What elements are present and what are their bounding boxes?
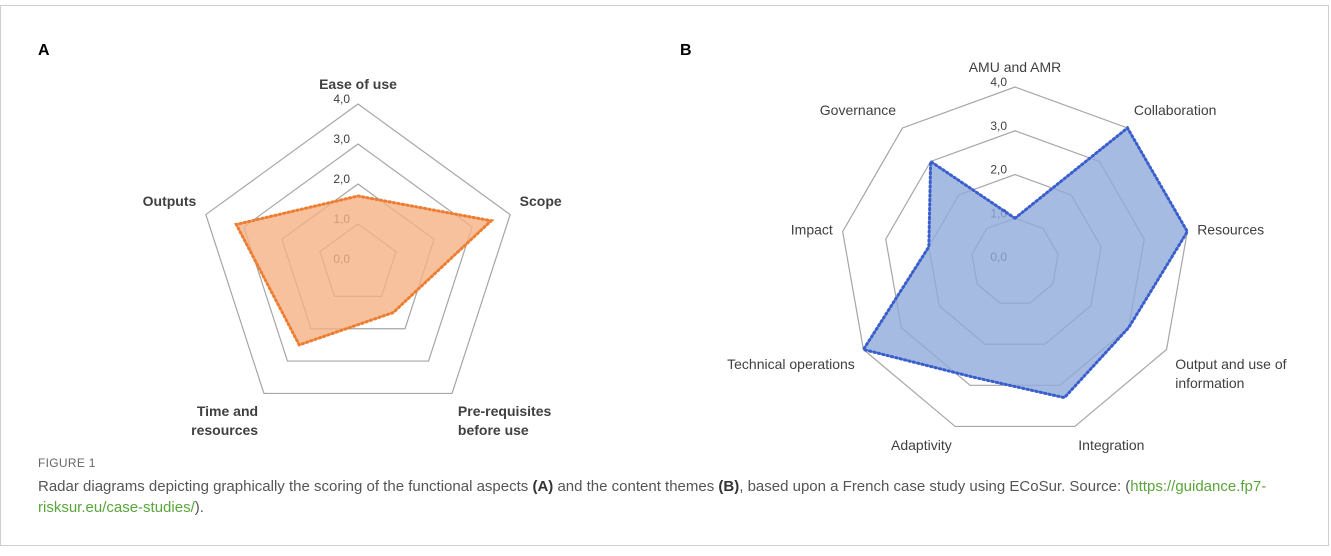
caption: Radar diagrams depicting graphically the… [38, 476, 1278, 518]
axis-label: Ease of use [319, 76, 397, 92]
caption-text: and the content themes [553, 478, 719, 495]
axis-label: Collaboration [1133, 102, 1217, 119]
tick-label: 3,0 [333, 132, 350, 146]
axis-label: Resources [1197, 221, 1265, 238]
panel-label: A [38, 42, 50, 59]
axis-label: Adaptivity [891, 436, 952, 453]
tick-label: 2,0 [990, 163, 1007, 177]
axis-label: Governance [819, 102, 897, 119]
panel-label: B [680, 42, 692, 59]
tick-label: 4,0 [333, 92, 350, 106]
frame [0, 5, 1329, 546]
caption-text: (B) [718, 478, 740, 495]
grid-ring [205, 103, 511, 395]
caption-text: Radar diagrams depicting graphically the… [38, 478, 533, 495]
axis-label: Impact [790, 221, 833, 238]
source-link[interactable]: https://guidance.fp7-risksur.eu/case-stu… [38, 478, 1267, 516]
data-area [861, 125, 1190, 400]
axis-label: Pre-requisites before use [457, 402, 552, 438]
axis-label: Output and use of information [1175, 355, 1287, 391]
tick-label: 3,0 [990, 119, 1007, 133]
caption-text: , based upon a French case study using E… [739, 478, 1131, 495]
axis-label: Outputs [142, 193, 197, 210]
axis-label: Scope [519, 193, 562, 210]
tick-label: 4,0 [990, 75, 1007, 89]
axis-label: Integration [1078, 436, 1145, 453]
caption-text: ). [194, 499, 204, 516]
caption-text: (A) [532, 478, 554, 495]
data-area [234, 194, 495, 347]
axis-label: Time and resources [191, 402, 259, 438]
tick-label: 2,0 [333, 172, 350, 186]
figure-number: FIGURE 1 [38, 456, 96, 470]
axis-label: AMU and AMR [968, 59, 1062, 75]
axis-label: Technical operations [727, 355, 855, 372]
